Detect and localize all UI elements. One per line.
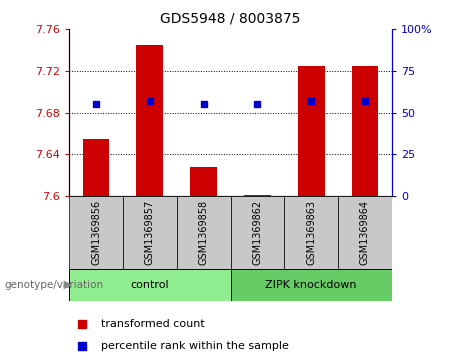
Title: GDS5948 / 8003875: GDS5948 / 8003875 xyxy=(160,11,301,25)
Bar xyxy=(298,66,325,196)
Bar xyxy=(190,167,217,196)
Bar xyxy=(177,196,230,269)
Bar xyxy=(338,196,392,269)
Bar xyxy=(284,196,338,269)
Bar xyxy=(230,269,392,301)
Text: GSM1369856: GSM1369856 xyxy=(91,200,101,265)
Text: control: control xyxy=(130,280,169,290)
Bar xyxy=(69,196,123,269)
Bar xyxy=(123,196,177,269)
Text: GSM1369863: GSM1369863 xyxy=(306,200,316,265)
Polygon shape xyxy=(64,281,72,289)
Text: percentile rank within the sample: percentile rank within the sample xyxy=(101,341,290,351)
Text: genotype/variation: genotype/variation xyxy=(5,280,104,290)
Bar xyxy=(136,45,163,196)
Text: transformed count: transformed count xyxy=(101,319,205,329)
Text: GSM1369858: GSM1369858 xyxy=(199,200,209,265)
Bar xyxy=(351,66,378,196)
Text: GSM1369857: GSM1369857 xyxy=(145,200,155,265)
Bar xyxy=(69,269,230,301)
Bar xyxy=(83,139,109,196)
Text: ZIPK knockdown: ZIPK knockdown xyxy=(266,280,357,290)
Text: GSM1369864: GSM1369864 xyxy=(360,200,370,265)
Bar xyxy=(230,196,284,269)
Text: GSM1369862: GSM1369862 xyxy=(252,200,262,265)
Bar xyxy=(244,195,271,196)
